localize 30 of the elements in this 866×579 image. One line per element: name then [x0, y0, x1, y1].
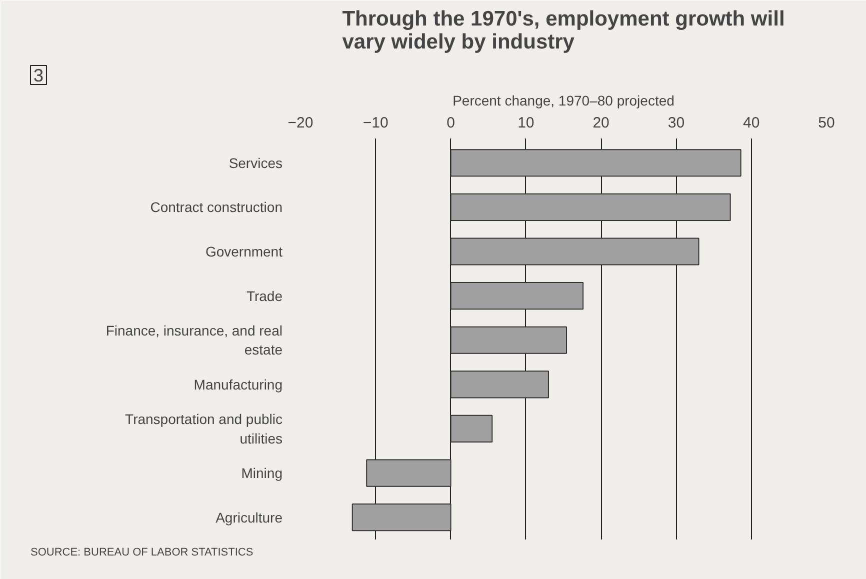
x-tick-label: 40: [743, 114, 760, 132]
bar: [450, 326, 568, 354]
bar: [450, 149, 742, 177]
y-tick-label: Agriculture: [216, 509, 283, 526]
x-tick-label: 0: [446, 114, 455, 132]
source-note: SOURCE: BUREAU OF LABOR STATISTICS: [30, 546, 254, 558]
chart-title: Through the 1970's, employment growth will vary widely by industry: [342, 8, 785, 54]
y-tick-label: Manufacturing: [194, 376, 282, 392]
bar: [450, 370, 549, 398]
y-tick-label: Government: [205, 243, 283, 260]
bar: [450, 414, 493, 443]
bar: [366, 459, 452, 487]
bar: [450, 282, 584, 310]
bar: [450, 193, 731, 221]
bar: [352, 504, 452, 532]
x-tick-label: 30: [668, 114, 685, 132]
x-tick-label: 10: [518, 114, 534, 132]
x-tick-label: −20: [288, 114, 314, 132]
x-tick-label: −10: [362, 114, 388, 132]
text: 3: [34, 66, 44, 86]
y-tick-label: Mining: [241, 465, 283, 482]
bar: [450, 238, 700, 266]
y-tick-label: Services: [228, 154, 283, 171]
y-tick-label: Transportation and public utilities: [125, 411, 283, 446]
y-tick-label: Contract construction: [150, 199, 283, 216]
x-tick-label: 50: [818, 114, 835, 132]
y-tick-label: Trade: [246, 288, 283, 304]
y-tick-label: Finance, insurance, and real estate: [106, 322, 283, 358]
x-tick-label: 20: [592, 114, 610, 132]
x-axis-title: Percent change, 1970–80 projected: [452, 92, 674, 108]
